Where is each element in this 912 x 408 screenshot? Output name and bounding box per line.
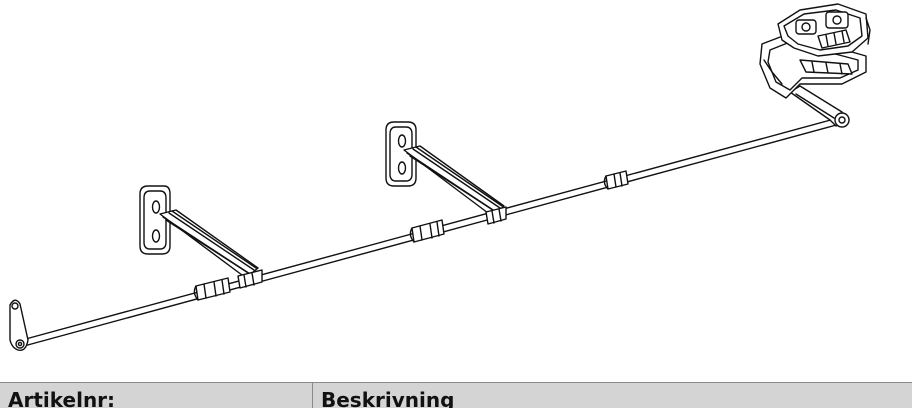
bracket-1 xyxy=(139,185,263,289)
coupling-3 xyxy=(603,170,629,190)
technical-drawing xyxy=(9,3,871,351)
coupling-2 xyxy=(409,219,445,243)
parts-table-header: Artikelnr: Beskrivning xyxy=(0,382,912,408)
description-header: Beskrivning xyxy=(321,388,455,408)
coupling-1 xyxy=(193,277,231,301)
mount-end xyxy=(759,3,871,128)
end-plate xyxy=(9,299,29,351)
bracket-2 xyxy=(385,121,507,225)
article-number-header: Artikelnr: xyxy=(0,383,313,408)
